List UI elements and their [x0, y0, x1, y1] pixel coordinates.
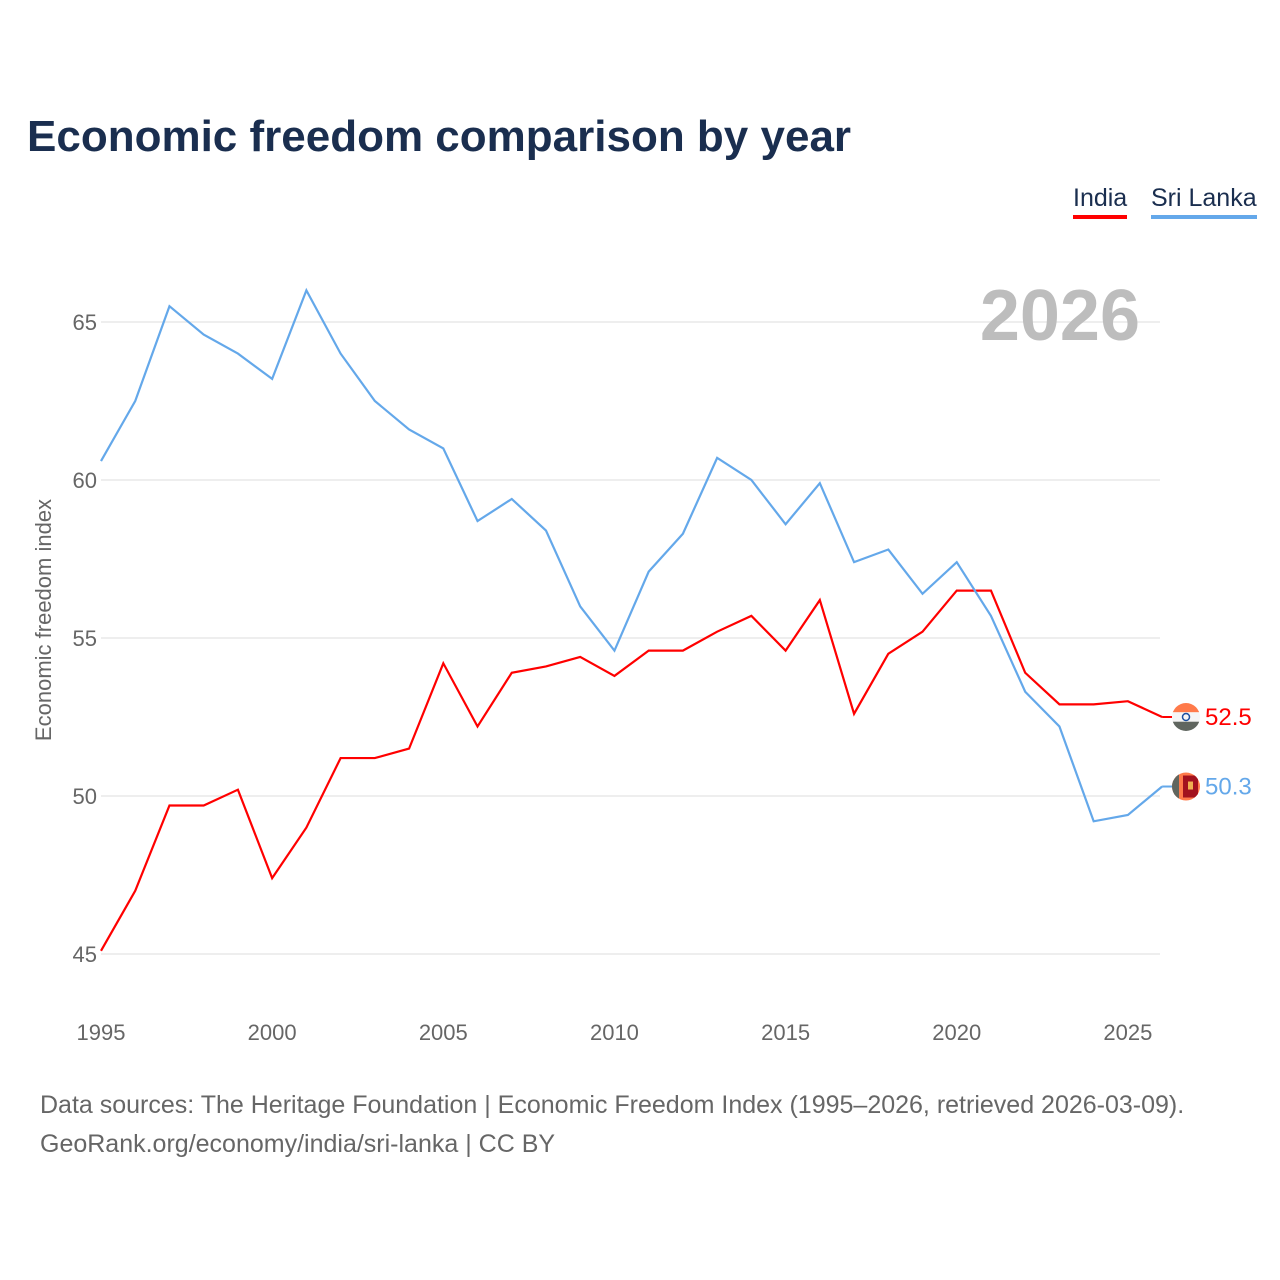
y-tick-label: 55	[73, 626, 97, 651]
source-text: Data sources: The Heritage Foundation | …	[40, 1091, 1185, 1119]
y-tick-label: 45	[73, 942, 97, 967]
y-tick-label: 50	[73, 784, 97, 809]
source-link[interactable]: GeoRank.org/economy/india/sri-lanka | CC…	[40, 1130, 556, 1158]
x-tick-label: 2020	[932, 1020, 981, 1045]
chart-title: Economic freedom comparison by year	[27, 112, 852, 161]
x-tick-label: 2005	[419, 1020, 468, 1045]
y-tick-label: 65	[73, 310, 97, 335]
x-tick-label: 2010	[590, 1020, 639, 1045]
y-tick-label: 60	[73, 468, 97, 493]
india-flag-icon	[1172, 703, 1200, 731]
x-tick-label: 2000	[248, 1020, 297, 1045]
sri-lanka-flag-icon	[1172, 772, 1200, 801]
y-axis-label: Economic freedom index	[31, 499, 56, 741]
legend-sri-lanka[interactable]: Sri Lanka	[1151, 184, 1257, 219]
end-value-label: 50.3	[1205, 774, 1252, 801]
legend-india[interactable]: India	[1073, 184, 1128, 219]
end-value-label: 52.5	[1205, 704, 1252, 731]
year-label: 2026	[980, 276, 1140, 356]
series-line-sri-lanka	[100, 287, 1163, 823]
x-tick-label: 1995	[77, 1020, 126, 1045]
footer: Data sources: The Heritage Foundation | …	[40, 1086, 1184, 1164]
x-tick-label: 2015	[761, 1020, 810, 1045]
x-tick-label: 2025	[1103, 1020, 1152, 1045]
series-line-india	[100, 589, 1163, 952]
